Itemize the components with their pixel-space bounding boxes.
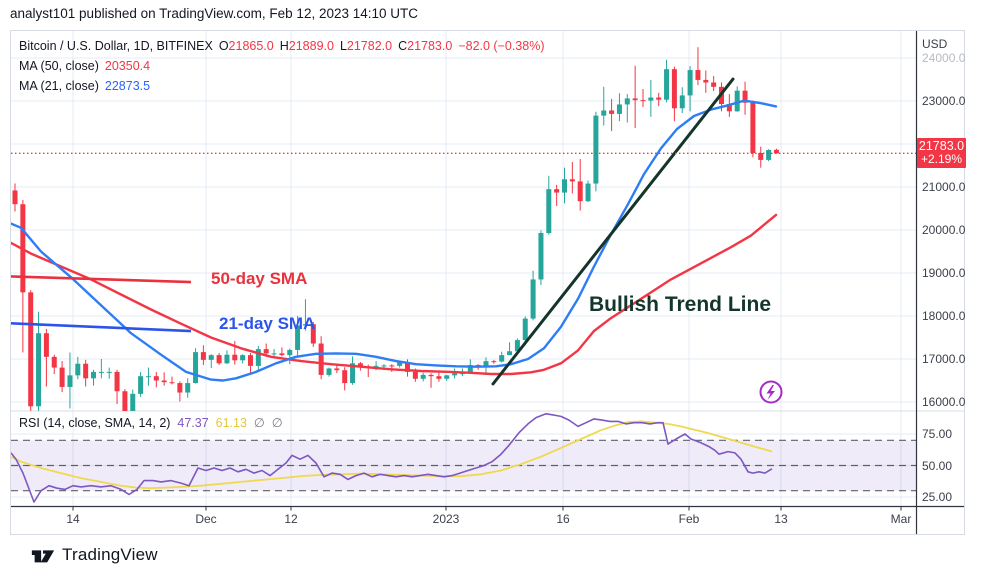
price-tick-label: 19000.0 bbox=[922, 266, 966, 280]
ma50-value: 20350.4 bbox=[104, 59, 151, 73]
rsi-ma-value: 61.13 bbox=[215, 416, 247, 430]
rsi-tick-label: 50.00 bbox=[922, 458, 953, 473]
time-tick-label: 16 bbox=[556, 512, 570, 526]
ma21-label: MA (21, close) bbox=[19, 79, 99, 93]
time-tick-label: 12 bbox=[284, 512, 298, 526]
moving-averages-layer bbox=[11, 99, 778, 382]
last-price-value: 21783.0 bbox=[918, 139, 965, 154]
rsi-line bbox=[11, 412, 773, 503]
bullish-trend-line[interactable] bbox=[491, 77, 735, 386]
bullish-trend-line-label[interactable]: Bullish Trend Line bbox=[589, 293, 772, 316]
ma50-label: MA (50, close) bbox=[19, 59, 99, 73]
price-tick-label: 24000.0 bbox=[922, 51, 966, 65]
time-tick-label: 13 bbox=[774, 512, 788, 526]
open-value: 21865.0 bbox=[228, 39, 274, 53]
rsi-value: 47.37 bbox=[177, 416, 209, 430]
rsi-tick-label: 25.00 bbox=[922, 490, 953, 504]
candles-layer bbox=[12, 47, 779, 411]
ma21-line bbox=[11, 99, 778, 382]
publish-headline: analyst101 published on TradingView.com,… bbox=[10, 6, 419, 21]
ma50-legend-row[interactable]: MA (50, close) 20350.4 bbox=[19, 59, 156, 73]
time-tick-label: Dec bbox=[195, 512, 217, 526]
change-value: −82.0 (−0.38%) bbox=[458, 39, 545, 53]
rsi-title: RSI (14, close, SMA, 14, 2) bbox=[19, 416, 171, 430]
price-chart-canvas[interactable] bbox=[11, 31, 964, 534]
rsi-empty-slot-2: ∅ bbox=[271, 416, 283, 430]
tradingview-logo-icon bbox=[31, 550, 55, 563]
gridlines-layer bbox=[11, 31, 916, 507]
sma50-annotation-label[interactable]: 50-day SMA bbox=[211, 269, 308, 288]
price-tick-label: 21000.0 bbox=[922, 180, 966, 194]
lightning-icon[interactable] bbox=[759, 380, 783, 404]
time-tick-label: Feb bbox=[678, 512, 700, 526]
tradingview-logo[interactable]: TradingView bbox=[30, 543, 158, 567]
price-tick-label: 23000.0 bbox=[922, 94, 966, 108]
ma50-line bbox=[11, 213, 778, 376]
price-tick-label: 17000.0 bbox=[922, 352, 966, 366]
low-label: L bbox=[339, 39, 347, 53]
open-label: O bbox=[218, 39, 229, 53]
symbol-legend-row[interactable]: Bitcoin / U.S. Dollar, 1D, BITFINEX O2186… bbox=[19, 39, 550, 53]
price-tick-label: 18000.0 bbox=[922, 309, 966, 323]
low-value: 21782.0 bbox=[346, 39, 393, 53]
last-price-change-pct: +2.19% bbox=[920, 152, 963, 167]
price-tick-label: 16000.0 bbox=[922, 395, 966, 409]
high-label: H bbox=[279, 39, 289, 53]
sma21-annotation-label[interactable]: 21-day SMA bbox=[219, 314, 316, 333]
tradingview-logo-text: TradingView bbox=[62, 545, 158, 564]
time-tick-label: Mar bbox=[890, 512, 912, 526]
chart-widget: Bitcoin / U.S. Dollar, 1D, BITFINEX O2186… bbox=[10, 30, 966, 535]
rsi-legend-row[interactable]: RSI (14, close, SMA, 14, 2) 47.37 61.13 … bbox=[19, 415, 283, 430]
close-value: 21783.0 bbox=[407, 39, 453, 53]
sma21-annotation-line[interactable] bbox=[11, 322, 192, 333]
rsi-tick-label: 75.00 bbox=[922, 427, 953, 441]
price-tick-label: 20000.0 bbox=[922, 223, 966, 237]
high-value: 21889.0 bbox=[288, 39, 334, 53]
symbol-title: Bitcoin / U.S. Dollar, 1D, BITFINEX bbox=[19, 39, 213, 53]
time-tick-label: 14 bbox=[66, 512, 80, 526]
rsi-layer bbox=[11, 412, 773, 503]
close-label: C bbox=[398, 39, 408, 53]
sma50-annotation-line[interactable] bbox=[11, 275, 192, 284]
currency-label: USD bbox=[922, 37, 948, 51]
ma21-value: 22873.5 bbox=[104, 79, 151, 93]
time-tick-label: 2023 bbox=[432, 512, 460, 526]
last-price-badge: 21783.0 +2.19% bbox=[917, 138, 966, 169]
ma21-legend-row[interactable]: MA (21, close) 22873.5 bbox=[19, 79, 156, 93]
rsi-empty-slot-1: ∅ bbox=[253, 416, 265, 430]
